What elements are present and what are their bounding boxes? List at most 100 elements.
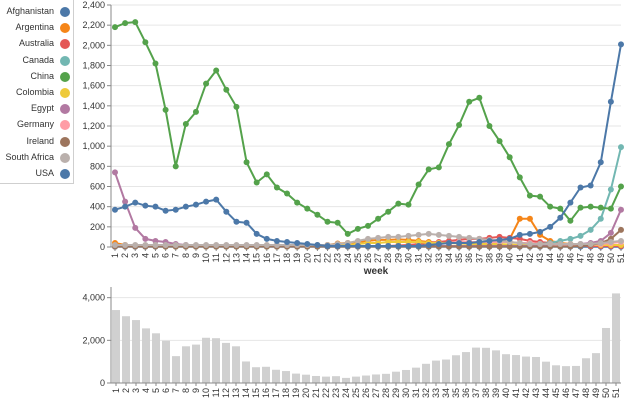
data-point bbox=[597, 159, 604, 166]
data-point bbox=[152, 60, 159, 67]
data-point bbox=[496, 236, 503, 243]
data-point bbox=[182, 120, 189, 127]
line-x-tick-label: 20 bbox=[302, 253, 312, 263]
line-x-tick-label: 25 bbox=[353, 253, 363, 263]
legend-item[interactable]: Australia bbox=[0, 36, 74, 52]
bar-x-tick-label: 45 bbox=[551, 388, 561, 398]
bar-x-tick-label: 31 bbox=[411, 388, 421, 398]
data-point bbox=[112, 241, 118, 248]
bar-x-tick-label: 1 bbox=[111, 388, 121, 393]
bar-x-tick-label: 16 bbox=[261, 388, 271, 398]
bar-x-tick-label: 34 bbox=[441, 388, 451, 398]
data-point bbox=[223, 86, 230, 93]
line-x-tick-label: 47 bbox=[576, 253, 586, 263]
bar bbox=[272, 369, 280, 383]
legend-item[interactable]: USA bbox=[0, 166, 74, 182]
legend-swatch bbox=[59, 38, 71, 51]
data-point bbox=[486, 243, 493, 250]
line-y-tick-label: 2,400 bbox=[82, 0, 105, 10]
line-x-tick-label: 43 bbox=[535, 253, 545, 263]
data-point bbox=[294, 199, 301, 206]
line-x-tick-label: 49 bbox=[596, 253, 606, 263]
line-x-tick-label: 42 bbox=[525, 253, 535, 263]
data-point bbox=[445, 232, 452, 239]
data-point bbox=[182, 241, 189, 248]
legend-swatch bbox=[59, 87, 71, 99]
legend-label: Colombia bbox=[15, 87, 54, 97]
data-point bbox=[132, 241, 139, 248]
legend-item[interactable]: Ireland bbox=[0, 134, 74, 150]
bar bbox=[412, 367, 420, 383]
legend-item[interactable]: Colombia bbox=[0, 85, 74, 101]
series-line bbox=[114, 172, 622, 247]
data-point bbox=[122, 20, 129, 27]
data-point bbox=[354, 242, 361, 249]
bar bbox=[152, 333, 160, 383]
legend-item[interactable]: South Africa bbox=[0, 150, 74, 166]
line-x-tick-label: 23 bbox=[333, 253, 343, 263]
data-point bbox=[456, 239, 463, 246]
bar-x-tick-label: 22 bbox=[321, 388, 331, 398]
bar-x-tick-label: 27 bbox=[371, 388, 381, 398]
data-point bbox=[172, 241, 179, 248]
bar-y-tick-label: 2,000 bbox=[82, 335, 105, 345]
legend-item[interactable]: China bbox=[0, 69, 74, 85]
data-point bbox=[375, 242, 382, 249]
bar-x-tick-label: 43 bbox=[531, 388, 541, 398]
legend-item[interactable]: Germany bbox=[0, 117, 74, 133]
bar-x-tick-label: 42 bbox=[521, 388, 531, 398]
data-point bbox=[314, 211, 321, 218]
bar-x-tick-label: 41 bbox=[511, 388, 521, 398]
bar bbox=[602, 327, 610, 383]
legend-item[interactable]: Afghanistan bbox=[0, 4, 74, 20]
data-point bbox=[253, 230, 260, 237]
bar-x-tick-label: 24 bbox=[341, 388, 351, 398]
line-x-tick-label: 32 bbox=[424, 253, 434, 263]
data-point bbox=[132, 19, 139, 26]
data-point bbox=[132, 199, 139, 206]
legend-label: Germany bbox=[16, 119, 54, 130]
data-point bbox=[395, 242, 402, 249]
data-point bbox=[192, 108, 199, 115]
legend-item[interactable]: Argentina bbox=[0, 20, 74, 36]
bar-x-tick-label: 13 bbox=[231, 388, 241, 398]
line-x-tick-label: 40 bbox=[505, 253, 515, 263]
bar bbox=[252, 367, 260, 383]
data-point bbox=[486, 123, 493, 129]
line-x-tick-label: 45 bbox=[555, 253, 565, 263]
line-x-tick-label: 48 bbox=[586, 253, 596, 263]
chart-legend: Afghanistan Argentina Australia Canada China… bbox=[0, 0, 74, 184]
bar bbox=[212, 338, 220, 383]
legend-label: Argentina bbox=[15, 22, 54, 33]
data-point bbox=[294, 239, 301, 246]
data-point bbox=[526, 215, 533, 222]
bar-x-tick-label: 4 bbox=[141, 388, 151, 393]
legend-label: USA bbox=[35, 168, 54, 178]
data-point bbox=[445, 239, 452, 246]
line-x-tick-label: 16 bbox=[262, 253, 272, 263]
line-x-tick-label: 13 bbox=[231, 253, 241, 263]
bar-x-tick-label: 20 bbox=[301, 388, 311, 398]
line-y-tick-label: 1,200 bbox=[82, 121, 105, 131]
legend-label: Egypt bbox=[30, 103, 54, 114]
data-point bbox=[597, 239, 604, 246]
data-point bbox=[587, 182, 594, 189]
legend-item[interactable]: Canada bbox=[0, 53, 74, 69]
bar bbox=[522, 356, 530, 383]
legend-swatch bbox=[59, 6, 71, 18]
bar bbox=[332, 376, 340, 383]
bar bbox=[562, 366, 570, 383]
bar bbox=[122, 316, 130, 383]
data-point bbox=[273, 237, 280, 244]
line-x-tick-label: 19 bbox=[292, 253, 302, 263]
data-point bbox=[284, 238, 291, 245]
bar-x-tick-label: 12 bbox=[221, 388, 231, 398]
legend-item[interactable]: Egypt bbox=[0, 101, 74, 117]
data-point bbox=[263, 241, 270, 248]
line-x-tick-label: 31 bbox=[414, 253, 424, 263]
line-x-tick-label: 33 bbox=[434, 253, 444, 263]
bar bbox=[292, 373, 300, 383]
data-point bbox=[567, 199, 574, 206]
legend-swatch bbox=[59, 22, 71, 35]
